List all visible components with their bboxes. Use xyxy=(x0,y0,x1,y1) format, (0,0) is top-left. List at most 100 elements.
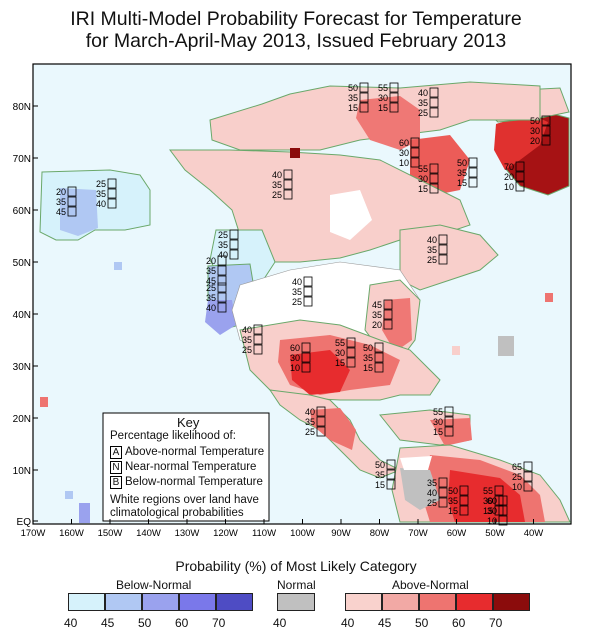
annotation-value: 35 xyxy=(448,496,458,506)
annotation-value: 40 xyxy=(427,488,437,498)
lat-label: 80N xyxy=(13,102,31,113)
legend-tick-below: 60 xyxy=(175,616,189,630)
region-east-us-red xyxy=(382,298,412,352)
lon-label: 170W xyxy=(21,528,46,539)
lon-label: 60W xyxy=(447,528,467,539)
region-atlantic-red xyxy=(545,293,553,302)
legend-tick-above: 45 xyxy=(378,616,392,630)
annotation-value: 45 xyxy=(56,207,66,217)
region-dark-arctic xyxy=(290,148,300,158)
region-greenland-red xyxy=(494,114,548,170)
annotation-value: 10 xyxy=(290,363,300,373)
annotation-value: 35 xyxy=(242,335,252,345)
lon-label: 80W xyxy=(370,528,390,539)
annotation-value: 35 xyxy=(348,93,358,103)
annotation-value: 35 xyxy=(96,189,106,199)
annotation-value: 55 xyxy=(433,407,443,417)
annotation-value: 45 xyxy=(372,300,382,310)
region-pacific-blue xyxy=(65,491,73,499)
annotation-value: 50 xyxy=(375,460,385,470)
annotation-value: 40 xyxy=(96,199,106,209)
region-caribbean-red xyxy=(430,418,472,446)
legend-swatch-below xyxy=(105,593,142,611)
region-arctic-red xyxy=(356,96,420,150)
annotation-value: 40 xyxy=(242,325,252,335)
lat-label: 10N xyxy=(13,466,31,477)
annotation-value: 20 xyxy=(504,172,514,182)
annotation-value: 25 xyxy=(206,283,216,293)
annotation-value: 35 xyxy=(375,470,385,480)
annotation-value: 25 xyxy=(305,427,315,437)
annotation-value: 50 xyxy=(530,116,540,126)
key-title: Key xyxy=(177,415,200,430)
annotation-value: 50 xyxy=(348,83,358,93)
annotation-value: 25 xyxy=(218,230,228,240)
lat-label: 50N xyxy=(13,258,31,269)
lon-label: 150W xyxy=(98,528,123,539)
annotation-value: 30 xyxy=(487,506,497,516)
annotation-value: 35 xyxy=(457,168,467,178)
region-pacific-small xyxy=(114,262,122,270)
lat-label: 20N xyxy=(13,414,31,425)
region-arctic-red-2 xyxy=(410,135,470,196)
legend-swatch-below xyxy=(179,593,216,611)
annotation-value: 40 xyxy=(272,170,282,180)
annotation-value: 15 xyxy=(378,103,388,113)
lon-label: 100W xyxy=(290,528,315,539)
annotation-value: 30 xyxy=(433,417,443,427)
lat-label: 40N xyxy=(13,310,31,321)
legend-normal-label: Normal xyxy=(277,578,316,592)
lon-label: 110W xyxy=(252,528,276,539)
region-hawaii-blue xyxy=(79,503,90,523)
annotation-value: 35 xyxy=(363,353,373,363)
region-mexico-red xyxy=(310,408,356,450)
lon-label: 40W xyxy=(524,528,544,539)
annotation-value: 55 xyxy=(483,486,493,496)
annotation-value: 10 xyxy=(487,516,497,526)
annotation-value: 20 xyxy=(530,136,540,146)
legend-tick-above: 70 xyxy=(489,616,503,630)
map-title-line-2: for March-April-May 2013, Issued Februar… xyxy=(85,30,507,52)
region-south-america-dark xyxy=(448,470,525,522)
legend-below-label: Below-Normal xyxy=(116,578,192,592)
legend-swatch-above xyxy=(345,593,382,611)
annotation-value: 35 xyxy=(427,245,437,255)
key-note-1: White regions over land have xyxy=(110,494,259,506)
annotation-value: 10 xyxy=(512,482,522,492)
annotation-value: 15 xyxy=(457,178,467,188)
annotation-value: 30 xyxy=(399,148,409,158)
legend-swatch-above xyxy=(419,593,456,611)
legend-tick-below: 40 xyxy=(64,616,78,630)
annotation-value: 25 xyxy=(292,297,302,307)
annotation-value: 25 xyxy=(96,179,106,189)
legend-tick-normal: 40 xyxy=(273,616,287,630)
region-atlantic-gray xyxy=(498,336,514,356)
annotation-value: 15 xyxy=(433,427,443,437)
annotation-value: 15 xyxy=(335,358,345,368)
annotation-value: 30 xyxy=(290,353,300,363)
key-item-below: B Below-normal Temperature xyxy=(110,476,263,489)
key-item-near: N Near-normal Temperature xyxy=(110,461,256,474)
annotation-value: 15 xyxy=(363,363,373,373)
annotation-value: 35 xyxy=(56,197,66,207)
forecast-regions xyxy=(39,81,571,523)
annotation-value: 35 xyxy=(427,478,437,488)
legend-swatch-above xyxy=(382,593,419,611)
annotation-value: 25 xyxy=(427,255,437,265)
region-west-blue-2 xyxy=(205,300,236,335)
